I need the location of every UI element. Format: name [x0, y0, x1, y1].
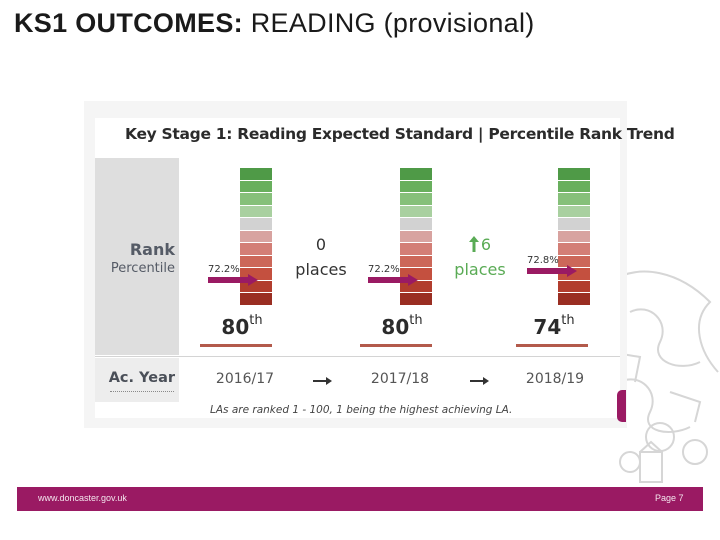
page-number: Page 7	[655, 493, 684, 503]
pct-value-2018-19: 72.8%	[527, 255, 559, 266]
change-value-1: 0	[315, 235, 327, 254]
bar-segment	[240, 243, 272, 255]
arrow-right-icon	[470, 377, 489, 385]
year-label-2016-17: 2016/17	[215, 371, 275, 387]
bar-segment	[400, 168, 432, 180]
percentile-bar-2017-18	[400, 168, 432, 306]
infographic-title: Key Stage 1: Reading Expected Standard |…	[125, 125, 675, 143]
rank-underline	[516, 344, 588, 347]
bar-segment	[240, 180, 272, 193]
change-indicator-2: 6 places	[440, 232, 520, 282]
bar-segment	[558, 205, 590, 218]
percentile-label: Percentile	[110, 261, 175, 276]
bar-segment	[240, 293, 272, 305]
bar-segment	[400, 280, 432, 293]
pct-value-2017-18: 72.2%	[368, 264, 400, 275]
bar-segment	[240, 255, 272, 268]
change-indicator-1: 0 places	[281, 232, 361, 282]
rank-column-bg	[95, 158, 179, 355]
footer-bar	[17, 487, 703, 511]
bar-segment	[240, 168, 272, 180]
arrow-up-icon	[468, 236, 479, 252]
bar-segment	[558, 230, 590, 243]
year-column-bg	[95, 358, 179, 402]
rank-value-2018-19: 74th	[533, 313, 575, 339]
bar-segment	[400, 268, 432, 280]
percentile-bar-2016-17	[240, 168, 272, 306]
rank-underline	[360, 344, 432, 347]
footer-url[interactable]: www.doncaster.gov.uk	[38, 493, 127, 503]
bar-segment	[400, 255, 432, 268]
bar-segment	[400, 193, 432, 205]
slide-title: KS1 OUTCOMES: READING (provisional)	[14, 8, 535, 39]
bar-segment	[558, 243, 590, 255]
bar-segment	[240, 230, 272, 243]
bar-segment	[558, 268, 590, 280]
bar-segment	[558, 180, 590, 193]
ac-year-underline	[110, 391, 174, 392]
pointer-arrow-icon	[208, 274, 258, 286]
bar-segment	[558, 280, 590, 293]
rank-label: Rank	[129, 240, 175, 259]
change-unit-2: places	[454, 260, 506, 279]
side-tab	[617, 390, 626, 422]
slide-title-rest: READING (provisional)	[242, 8, 535, 38]
slide-title-bold: KS1 OUTCOMES:	[14, 8, 243, 38]
bar-segment	[240, 280, 272, 293]
bar-segment	[400, 293, 432, 305]
bar-segment	[240, 268, 272, 280]
change-value-2: 6	[480, 235, 492, 254]
rank-value-2016-17: 80th	[221, 313, 263, 339]
ac-year-label: Ac. Year	[108, 370, 175, 386]
bar-segment	[240, 218, 272, 230]
year-label-2017-18: 2017/18	[370, 371, 430, 387]
year-label-2018-19: 2018/19	[525, 371, 585, 387]
bar-segment	[400, 230, 432, 243]
pointer-arrow-icon	[527, 265, 577, 277]
bar-segment	[558, 168, 590, 180]
bar-segment	[400, 243, 432, 255]
pct-value-2016-17: 72.2%	[208, 264, 240, 275]
bar-segment	[558, 218, 590, 230]
percentile-bar-2018-19	[558, 168, 590, 306]
rank-value-2017-18: 80th	[381, 313, 423, 339]
section-divider	[95, 356, 620, 357]
pointer-arrow-icon	[368, 274, 418, 286]
change-value-2-row: 6	[440, 232, 520, 257]
bar-segment	[400, 218, 432, 230]
bar-segment	[240, 193, 272, 205]
bar-segment	[400, 180, 432, 193]
change-unit-1: places	[295, 260, 347, 279]
bar-segment	[558, 193, 590, 205]
rank-underline	[200, 344, 272, 347]
bar-segment	[558, 293, 590, 305]
bar-segment	[400, 205, 432, 218]
arrow-right-icon	[313, 377, 332, 385]
crest-watermark-icon	[609, 270, 719, 483]
footnote: LAs are ranked 1 - 100, 1 being the high…	[210, 404, 513, 416]
bar-segment	[240, 205, 272, 218]
bar-segment	[558, 255, 590, 268]
